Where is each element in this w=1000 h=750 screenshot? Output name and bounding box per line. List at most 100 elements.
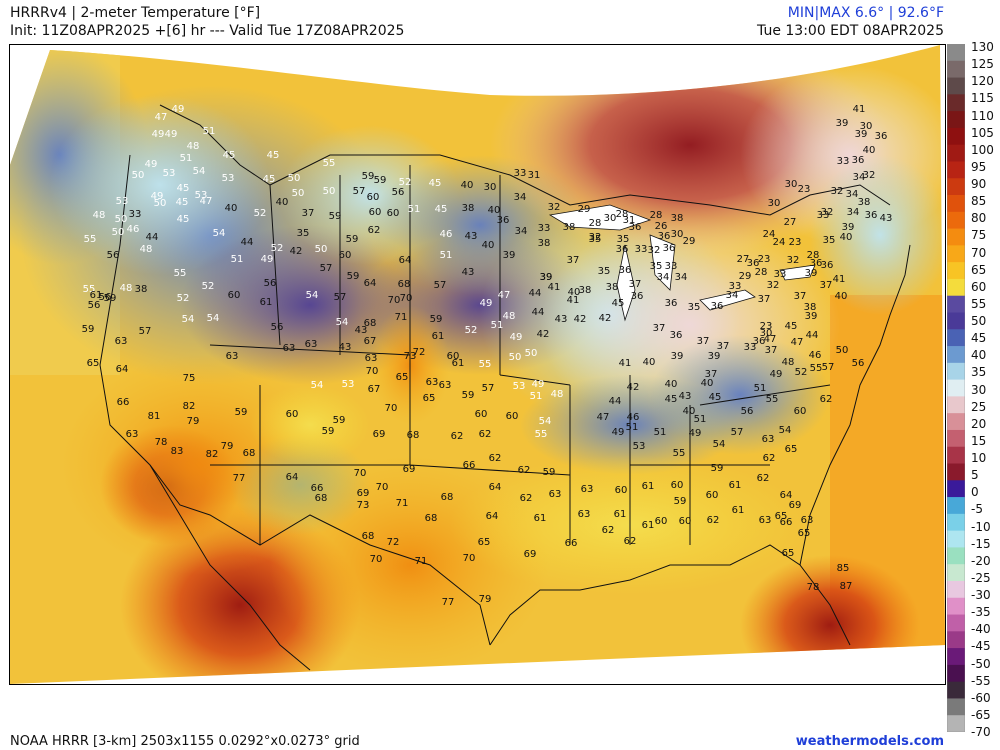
temperature-label: 39: [671, 351, 684, 362]
temperature-label: 27: [737, 254, 750, 265]
temperature-label: 60: [655, 516, 668, 527]
temperature-label: 49: [532, 379, 545, 390]
temperature-label: 69: [373, 429, 386, 440]
temperature-label: 33: [729, 281, 742, 292]
temperature-label: 65: [478, 537, 491, 548]
temperature-label: 64: [364, 278, 377, 289]
temperature-label: 37: [820, 280, 833, 291]
temperature-label: 62: [368, 225, 381, 236]
temperature-label: 32: [767, 280, 780, 291]
temperature-label: 36: [753, 336, 766, 347]
temperature-label: 34: [853, 172, 866, 183]
colorbar-tick-label: -25: [971, 570, 991, 585]
temperature-label: 62: [520, 493, 533, 504]
temperature-label: 33: [774, 269, 787, 280]
temperature-label: 64: [486, 511, 499, 522]
temperature-label: 61: [642, 481, 655, 492]
temperature-label: 60: [475, 409, 488, 420]
colorbar-tick-label: 35: [971, 365, 987, 380]
temperature-label: 40: [568, 287, 581, 298]
colorbar-cell: [947, 278, 965, 297]
temperature-label: 59: [104, 293, 117, 304]
temperature-label: 50: [836, 345, 849, 356]
temperature-label: 53: [633, 441, 646, 452]
temperature-label: 37: [705, 369, 718, 380]
temperature-label: 47: [498, 290, 511, 301]
temperature-label: 39: [540, 272, 553, 283]
temperature-label: 70: [370, 554, 383, 565]
temperature-label: 39: [805, 268, 818, 279]
temperature-label: 69: [357, 488, 370, 499]
temperature-label: 63: [115, 336, 128, 347]
temperature-map[interactable]: 49 47 49 51 49 48 51 45 45 55 49 53 54 53 45 50 59 59 52 45…: [9, 44, 946, 685]
temperature-label: 30: [860, 121, 873, 132]
colorbar-tick-label: 5: [971, 468, 979, 483]
temperature-label: 27: [784, 217, 797, 228]
temperature-label: 63: [126, 429, 139, 440]
colorbar-tick-label: 25: [971, 399, 987, 414]
temperature-label: 51: [754, 383, 767, 394]
temperature-label: 49: [480, 298, 493, 309]
colorbar-tick-label: -60: [971, 690, 991, 705]
temperature-label: 63: [801, 515, 814, 526]
temperature-label: 29: [739, 271, 752, 282]
temperature-label: 56: [88, 300, 101, 311]
temperature-label: 56: [271, 322, 284, 333]
temperature-label: 52: [795, 367, 808, 378]
colorbar-cell: [947, 664, 965, 683]
temperature-label: 49: [689, 428, 702, 439]
temperature-label: 43: [555, 314, 568, 325]
temperature-label: 65: [775, 511, 788, 522]
temperature-label: 40: [835, 291, 848, 302]
temperature-label: 52: [399, 177, 412, 188]
temperature-label: 65: [785, 444, 798, 455]
temperature-label: 36: [852, 155, 865, 166]
temperature-label: 51: [530, 391, 543, 402]
colorbar-tick-label: -55: [971, 673, 991, 688]
temperature-label: 30: [604, 213, 617, 224]
temperature-label: 38: [579, 285, 592, 296]
temperature-label: 61: [432, 331, 445, 342]
colorbar-cell: [947, 329, 965, 347]
temperature-label: 39: [540, 272, 553, 283]
temperature-label: 38: [671, 213, 684, 224]
temperature-label: 53: [342, 379, 355, 390]
temperature-label: 62: [763, 453, 776, 464]
temperature-label: 77: [442, 597, 455, 608]
temperature-label: 69: [789, 500, 802, 511]
temperature-label: 45: [223, 150, 236, 161]
temperature-label: 55: [479, 359, 492, 370]
colorbar-cell: [947, 44, 965, 62]
temperature-label: 51: [491, 320, 504, 331]
temperature-label: 39: [855, 129, 868, 140]
colorbar-tick-label: 10: [971, 451, 987, 465]
temperature-label: 40: [701, 378, 714, 389]
temperature-label: 40: [488, 205, 501, 216]
temperature-label: 32: [648, 245, 661, 256]
temperature-label: 39: [842, 222, 855, 233]
temperature-label: 35: [617, 234, 630, 245]
temperature-label: 48: [782, 357, 795, 368]
temperature-label: 60: [339, 250, 352, 261]
temperature-label: 61: [260, 297, 273, 308]
temperature-label: 36: [665, 298, 678, 309]
temperature-label: 55: [84, 234, 97, 245]
temperature-label: 81: [148, 411, 161, 422]
colorbar-tick-label: 95: [971, 159, 987, 174]
colorbar-tick-label: 65: [971, 262, 987, 277]
temperature-label: 65: [798, 528, 811, 539]
colorbar-tick-label: 105: [971, 125, 994, 140]
colorbar-tick-label: 115: [971, 91, 994, 106]
temperature-label: 38: [462, 203, 475, 214]
temperature-label: 45: [429, 178, 442, 189]
temperature-label: 34: [675, 272, 688, 283]
temperature-label: 34: [847, 207, 860, 218]
brand-link[interactable]: weathermodels.com: [795, 734, 944, 749]
temperature-label: 33: [837, 156, 850, 167]
colorbar-cell: [947, 312, 965, 330]
temperature-label: 49: [510, 332, 523, 343]
temperature-label: 44: [532, 307, 545, 318]
temperature-label: 63: [226, 351, 239, 362]
temperature-label: 69: [524, 549, 537, 560]
init-valid-line: Init: 11Z08APR2025 +[6] hr --- Valid Tue…: [10, 23, 405, 39]
